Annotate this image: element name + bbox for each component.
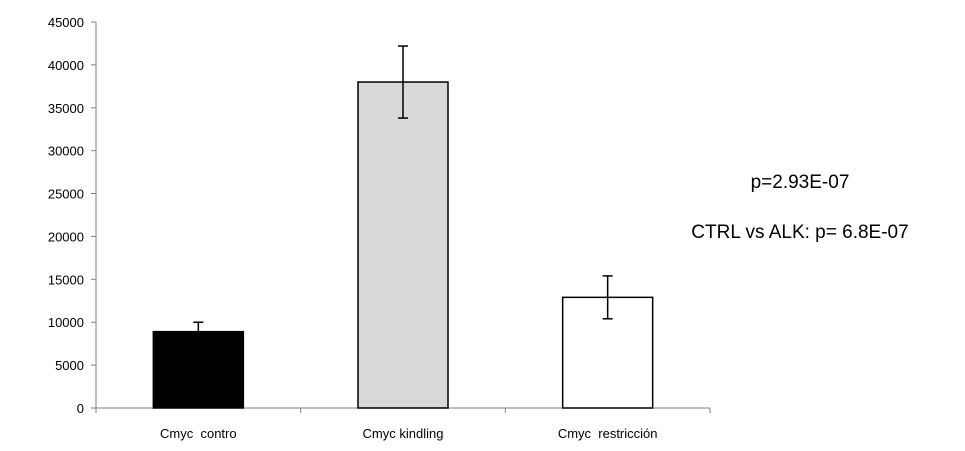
x-category-label: Cmyc kindling (363, 426, 444, 441)
labels-layer: 0 5000 10000 15000 20000 25000 30000 35000 40000… (48, 15, 658, 441)
annotation-layer: p=2.93E-07 CTRL vs ALK: p= 6.8E-07 (691, 172, 908, 243)
bar-0 (152, 330, 245, 409)
x-category-label: Cmyc restricción (558, 426, 658, 441)
y-tick-label: 30000 (48, 144, 84, 159)
y-tick-label: 15000 (48, 272, 84, 287)
annotation-p-value: p=2.93E-07 (751, 172, 850, 193)
x-category-label: Cmyc contro (160, 426, 237, 441)
bar-1 (357, 81, 449, 409)
y-tick-label: 20000 (48, 229, 84, 244)
annotation-ctrl-vs-alk: CTRL vs ALK: p= 6.8E-07 (691, 222, 908, 243)
y-tick-label: 10000 (48, 315, 84, 330)
y-tick-label: 40000 (48, 58, 84, 73)
y-tick-label: 45000 (48, 15, 84, 30)
y-tick-label: 35000 (48, 101, 84, 116)
y-tick-label: 25000 (48, 187, 84, 202)
bars-layer (152, 45, 654, 409)
y-tick-label: 5000 (55, 358, 84, 373)
y-tick-label: 0 (77, 401, 84, 416)
